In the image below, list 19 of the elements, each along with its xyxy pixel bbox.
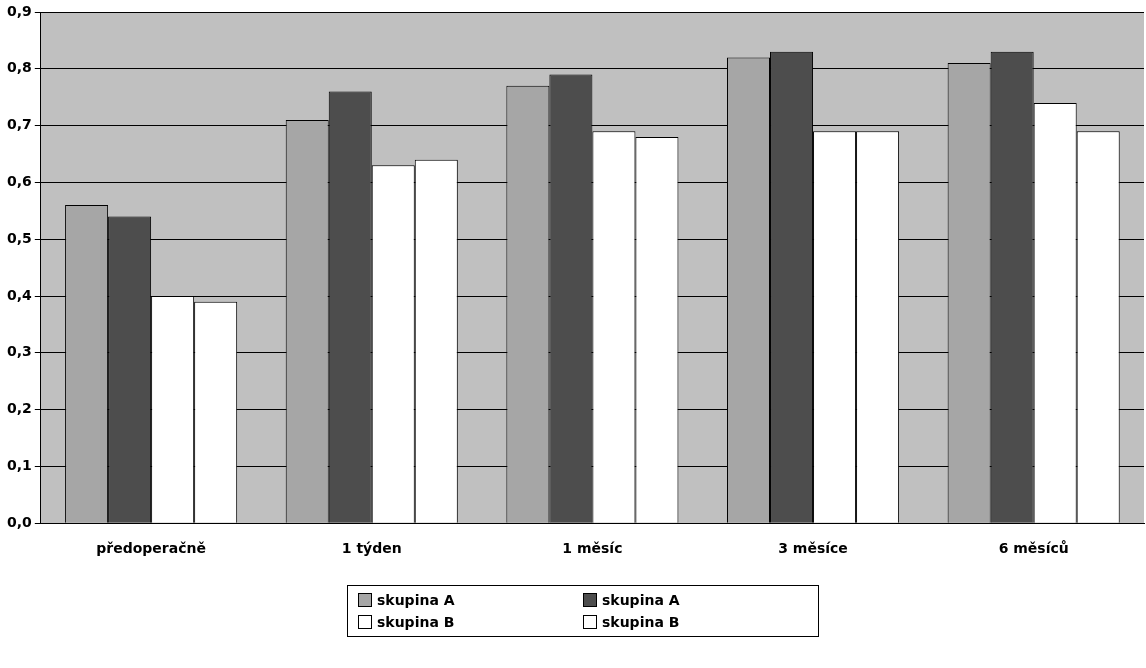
y-tick-label: 0,5 bbox=[6, 229, 32, 246]
x-tick-label: 3 měsíce bbox=[778, 540, 848, 557]
y-tick-label: 0,2 bbox=[6, 400, 32, 417]
legend-label: skupina B bbox=[377, 614, 455, 630]
legend-label: skupina A bbox=[377, 592, 455, 608]
y-tick-label: 0,4 bbox=[6, 286, 33, 303]
y-tick-label: 0,8 bbox=[6, 59, 32, 76]
y-tick-label: 0,1 bbox=[6, 457, 32, 474]
y-tick-label: 0,9 bbox=[6, 2, 32, 19]
legend-label: skupina B bbox=[602, 614, 680, 630]
x-tick-label: předoperačně bbox=[96, 540, 206, 557]
x-tick-label: 6 měsíců bbox=[998, 540, 1069, 557]
y-tick-label: 0,0 bbox=[6, 513, 33, 530]
y-tick-label: 0,7 bbox=[6, 116, 32, 133]
x-tick-label: 1 měsíc bbox=[562, 540, 623, 557]
y-tick-label: 0,6 bbox=[6, 173, 32, 190]
y-tick-label: 0,3 bbox=[6, 343, 32, 360]
legend-label: skupina A bbox=[602, 592, 680, 608]
x-tick-label: 1 týden bbox=[341, 540, 402, 557]
